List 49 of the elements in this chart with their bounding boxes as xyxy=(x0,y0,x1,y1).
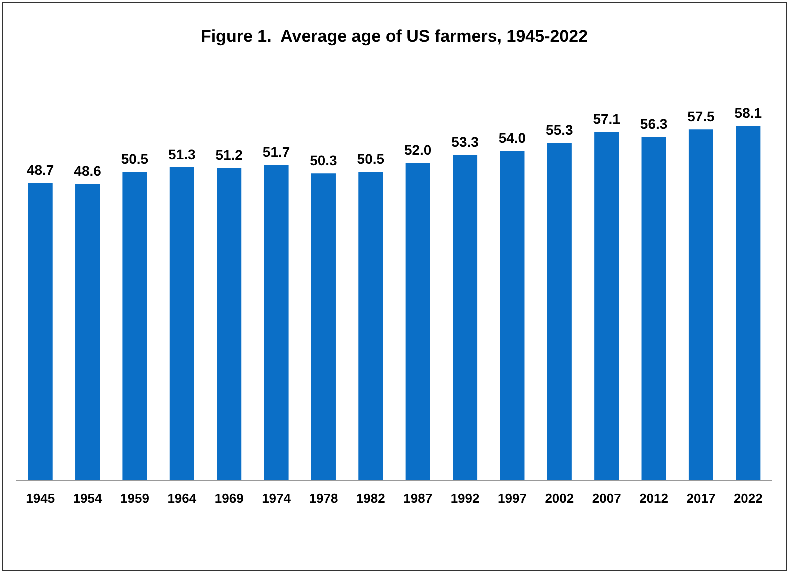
data-label: 57.5 xyxy=(688,108,716,125)
x-tick-label: 2002 xyxy=(545,490,574,506)
bar xyxy=(311,174,336,480)
data-label: 51.7 xyxy=(262,144,290,160)
bar xyxy=(170,167,194,480)
x-tick-label: 2017 xyxy=(686,490,716,506)
x-tick-label: 2022 xyxy=(734,490,763,506)
x-tick-label: 1974 xyxy=(262,490,292,506)
bar xyxy=(122,172,148,480)
bar xyxy=(358,172,384,480)
bar xyxy=(736,126,761,480)
data-label: 56.3 xyxy=(640,116,668,132)
x-tick-label: 2007 xyxy=(592,490,622,506)
data-label: 51.2 xyxy=(216,146,244,163)
x-tick-label: 2012 xyxy=(640,490,668,506)
x-tick-label: 1987 xyxy=(404,490,433,506)
bar xyxy=(688,130,714,480)
bar xyxy=(217,168,242,480)
data-label: 48.6 xyxy=(74,162,102,179)
data-label: 51.3 xyxy=(168,146,196,162)
x-tick-label: 1997 xyxy=(498,490,527,506)
bar xyxy=(264,165,289,480)
data-label: 55.3 xyxy=(546,122,574,138)
data-label: 58.1 xyxy=(734,104,762,121)
bar xyxy=(76,184,100,480)
data-label: 50.5 xyxy=(357,151,385,168)
x-tick-label: 1978 xyxy=(309,490,338,506)
data-label: 50.3 xyxy=(310,152,338,168)
bar xyxy=(453,155,478,480)
x-tick-label: 1969 xyxy=(214,490,244,506)
data-label: 53.3 xyxy=(452,134,480,150)
x-tick-label: 1959 xyxy=(120,490,150,506)
data-label: 57.1 xyxy=(593,110,621,127)
x-tick-label: 1945 xyxy=(26,490,56,506)
bar xyxy=(547,143,572,480)
data-label: 50.5 xyxy=(121,151,149,168)
bar xyxy=(500,151,525,480)
x-tick-label: 1964 xyxy=(168,490,198,506)
x-tick-label: 1954 xyxy=(73,490,104,506)
bar xyxy=(406,163,430,480)
x-tick-label: 1992 xyxy=(450,490,480,506)
data-label: 54.0 xyxy=(498,130,526,146)
data-label: 48.7 xyxy=(26,162,54,178)
bar xyxy=(642,136,666,480)
x-tick-label: 1982 xyxy=(356,490,386,506)
data-label: 52.0 xyxy=(404,142,432,158)
bar xyxy=(28,183,53,480)
bar xyxy=(594,132,620,480)
chart-title: Figure 1. Average age of US farmers, 1945-2022 xyxy=(200,26,588,46)
